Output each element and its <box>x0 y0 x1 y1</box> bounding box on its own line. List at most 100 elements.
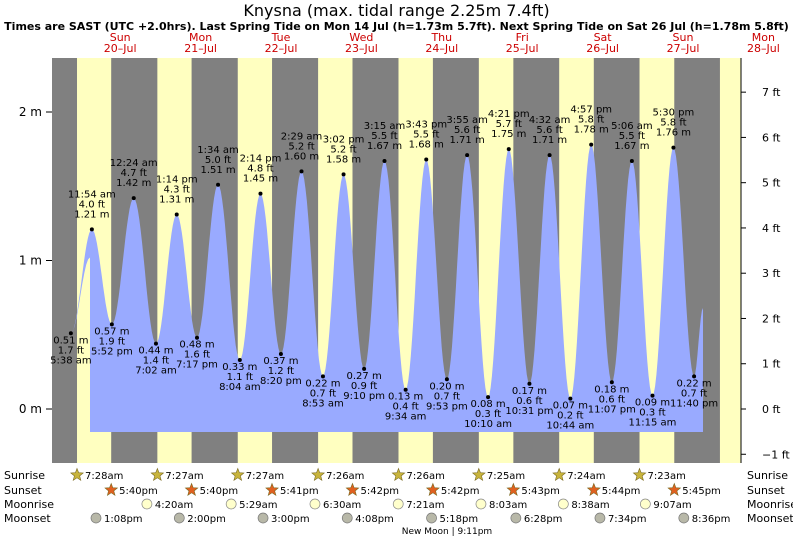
day-date-label: 20–Jul <box>104 42 137 55</box>
moonrise-icon <box>309 498 321 510</box>
tide-point <box>465 153 470 158</box>
moonset-time: 2:00pm <box>187 514 226 525</box>
sunset-time: 5:40pm <box>200 486 239 497</box>
day-name-label: Sun <box>673 31 694 44</box>
chart-subtitle: Times are SAST (UTC +2.0hrs). Last Sprin… <box>4 20 789 33</box>
tide-label: 5.5 ft <box>413 130 439 141</box>
day-date-label: 23–Jul <box>345 42 378 55</box>
tide-label: 1:34 am <box>197 145 239 156</box>
tide-label: 5:38 am <box>50 355 92 366</box>
tide-point <box>444 377 449 382</box>
tide-label: 0.22 m <box>305 378 340 389</box>
sunset-icon <box>104 482 119 496</box>
moonset-row-label: Moonset <box>4 512 51 525</box>
tide-point <box>299 169 304 174</box>
tide-label: 5.7 ft <box>496 119 522 130</box>
tide-label: 1.1 ft <box>227 372 253 383</box>
sunrise-icon <box>552 467 567 481</box>
tide-label: 0.08 m <box>470 399 505 410</box>
tide-label: 0.4 ft <box>392 402 418 413</box>
y-right-tick-label: 5 ft <box>762 177 781 190</box>
moonset-time: 1:08pm <box>104 514 143 525</box>
tide-label: 1.2 ft <box>268 366 294 377</box>
tide-label: 0.7 ft <box>681 388 707 399</box>
tide-point <box>382 159 387 164</box>
sunset-time: 5:42pm <box>360 486 399 497</box>
tide-label: 1.67 m <box>367 141 402 152</box>
moonset-time: 4:08pm <box>355 514 394 525</box>
tide-point <box>216 182 221 187</box>
tide-point <box>671 145 676 150</box>
tide-label: 11:54 am <box>68 189 116 200</box>
tide-label: 1:14 pm <box>156 174 198 185</box>
tide-label: 3:15 am <box>364 121 406 132</box>
tide-label: 2:14 pm <box>240 154 282 165</box>
y-left-tick-label: 1 m <box>19 254 42 268</box>
tide-point <box>341 172 346 177</box>
sunset-row-label-right: Sunset <box>747 484 785 497</box>
sunrise-icon <box>471 467 486 481</box>
moonset-icon <box>90 512 102 524</box>
tide-point <box>403 387 408 392</box>
tide-label: 5.6 ft <box>536 125 562 136</box>
sunset-time: 5:43pm <box>521 486 560 497</box>
tide-label: 11:15 am <box>629 418 677 429</box>
tide-label: 8:04 am <box>219 382 261 393</box>
tide-label: 0.2 ft <box>557 411 583 422</box>
moonrise-row-label: Moonrise <box>4 498 54 511</box>
tide-label: 1.7 ft <box>58 345 84 356</box>
moonrise-time: 8:38am <box>571 500 609 511</box>
day-date-label: 28–Jul <box>747 42 780 55</box>
tide-label: 8:53 am <box>302 398 344 409</box>
moonrise-icon <box>639 498 651 510</box>
tide-label: 5.2 ft <box>288 141 314 152</box>
moonrise-time: 9:07am <box>653 500 691 511</box>
moonset-icon <box>173 512 185 524</box>
day-date-label: 24–Jul <box>425 42 458 55</box>
day-name-label: Thu <box>430 31 452 44</box>
tide-label: 0.27 m <box>347 371 382 382</box>
tide-point <box>609 380 614 385</box>
tide-label: 1.71 m <box>532 135 567 146</box>
day-name-label: Tue <box>271 31 291 44</box>
tide-point <box>589 142 594 147</box>
y-right-tick-label: 3 ft <box>762 267 781 280</box>
moonrise-icon <box>392 498 404 510</box>
tide-label: 1.4 ft <box>143 356 169 367</box>
tide-label: 5.5 ft <box>371 131 397 142</box>
tide-label: 5:52 pm <box>91 346 133 357</box>
tide-label: 8:20 pm <box>260 376 302 387</box>
tide-label: 0.07 m <box>553 401 588 412</box>
tide-label: 0.18 m <box>594 384 629 395</box>
sunset-row-label: Sunset <box>4 484 42 497</box>
tide-label: 4:57 pm <box>570 105 612 116</box>
moonset-icon <box>594 512 606 524</box>
tide-label: 0.6 ft <box>599 394 625 405</box>
moon-phase-label: New Moon | 9:11pm <box>402 527 492 537</box>
sunset-icon <box>265 482 279 496</box>
tide-label: 4.8 ft <box>247 164 273 175</box>
daylight-band <box>719 58 741 463</box>
sunset-time: 5:45pm <box>682 486 721 497</box>
tide-point <box>547 153 552 158</box>
tide-label: 0.13 m <box>388 392 423 403</box>
tide-label: 9:10 pm <box>343 391 385 402</box>
moonrise-icon <box>557 498 569 510</box>
sunrise-time: 7:23am <box>648 471 686 482</box>
sunrise-icon <box>311 467 326 481</box>
tide-label: 10:31 pm <box>505 406 553 417</box>
tide-label: 0.20 m <box>429 381 464 392</box>
sunrise-time: 7:28am <box>85 471 123 482</box>
tide-label: 1.76 m <box>656 128 691 139</box>
sunrise-icon <box>70 467 84 481</box>
sunset-icon <box>506 482 521 496</box>
tide-label: 11:40 pm <box>670 398 718 409</box>
moonrise-time: 8:03am <box>489 500 527 511</box>
moonset-time: 8:36pm <box>692 514 731 525</box>
tide-label: 4:21 pm <box>488 109 530 120</box>
tide-label: 3:02 pm <box>323 134 365 145</box>
day-name-label: Mon <box>189 31 212 44</box>
tide-label: 5:30 pm <box>653 108 695 119</box>
tide-point <box>89 227 94 232</box>
